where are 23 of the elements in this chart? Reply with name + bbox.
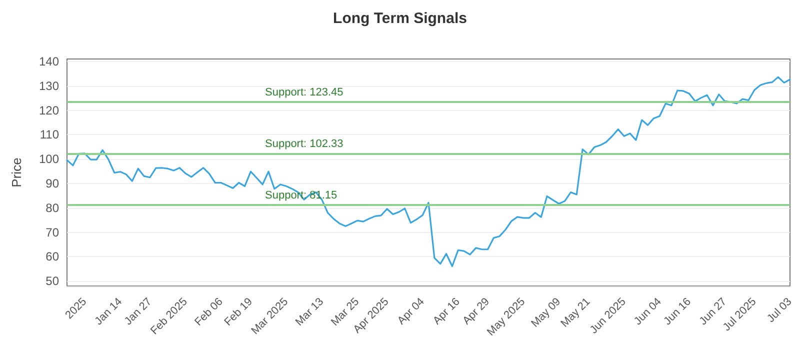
ref-line-label: Support: 102.33 bbox=[265, 138, 344, 150]
y-tick-label: 100 bbox=[38, 152, 60, 166]
x-tick-label: Jul 03 bbox=[765, 296, 794, 325]
chart-title: Long Term Signals bbox=[333, 10, 467, 27]
y-tick-label: 70 bbox=[46, 225, 60, 240]
x-tick-label: Apr 04 bbox=[395, 296, 427, 328]
y-tick-label: 80 bbox=[46, 200, 60, 215]
x-tick-label: Jan 14 bbox=[92, 296, 125, 328]
x-tick-label: Apr 29 bbox=[460, 296, 492, 328]
y-axis-title: Price bbox=[9, 158, 24, 188]
y-tick-label: 90 bbox=[46, 176, 60, 190]
y-tick-label: 60 bbox=[46, 250, 60, 264]
x-tick-label: Jun 16 bbox=[662, 296, 694, 328]
y-tick-label: 110 bbox=[40, 128, 60, 142]
y-tick-label: 130 bbox=[38, 78, 60, 93]
ref-line-label: Support: 123.45 bbox=[265, 86, 344, 98]
x-tick-label: Mar 13 bbox=[293, 296, 326, 328]
y-tick-label: 140 bbox=[38, 54, 60, 68]
y-tick-label: 120 bbox=[38, 103, 60, 118]
x-tick-label: Jun 04 bbox=[632, 296, 664, 328]
y-tick-label: 50 bbox=[46, 274, 60, 288]
x-tick-label: Apr 16 bbox=[430, 296, 462, 328]
line-series bbox=[66, 76, 791, 268]
